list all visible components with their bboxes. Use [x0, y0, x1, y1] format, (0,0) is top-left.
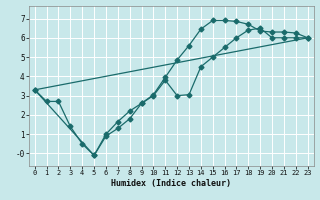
X-axis label: Humidex (Indice chaleur): Humidex (Indice chaleur)	[111, 179, 231, 188]
